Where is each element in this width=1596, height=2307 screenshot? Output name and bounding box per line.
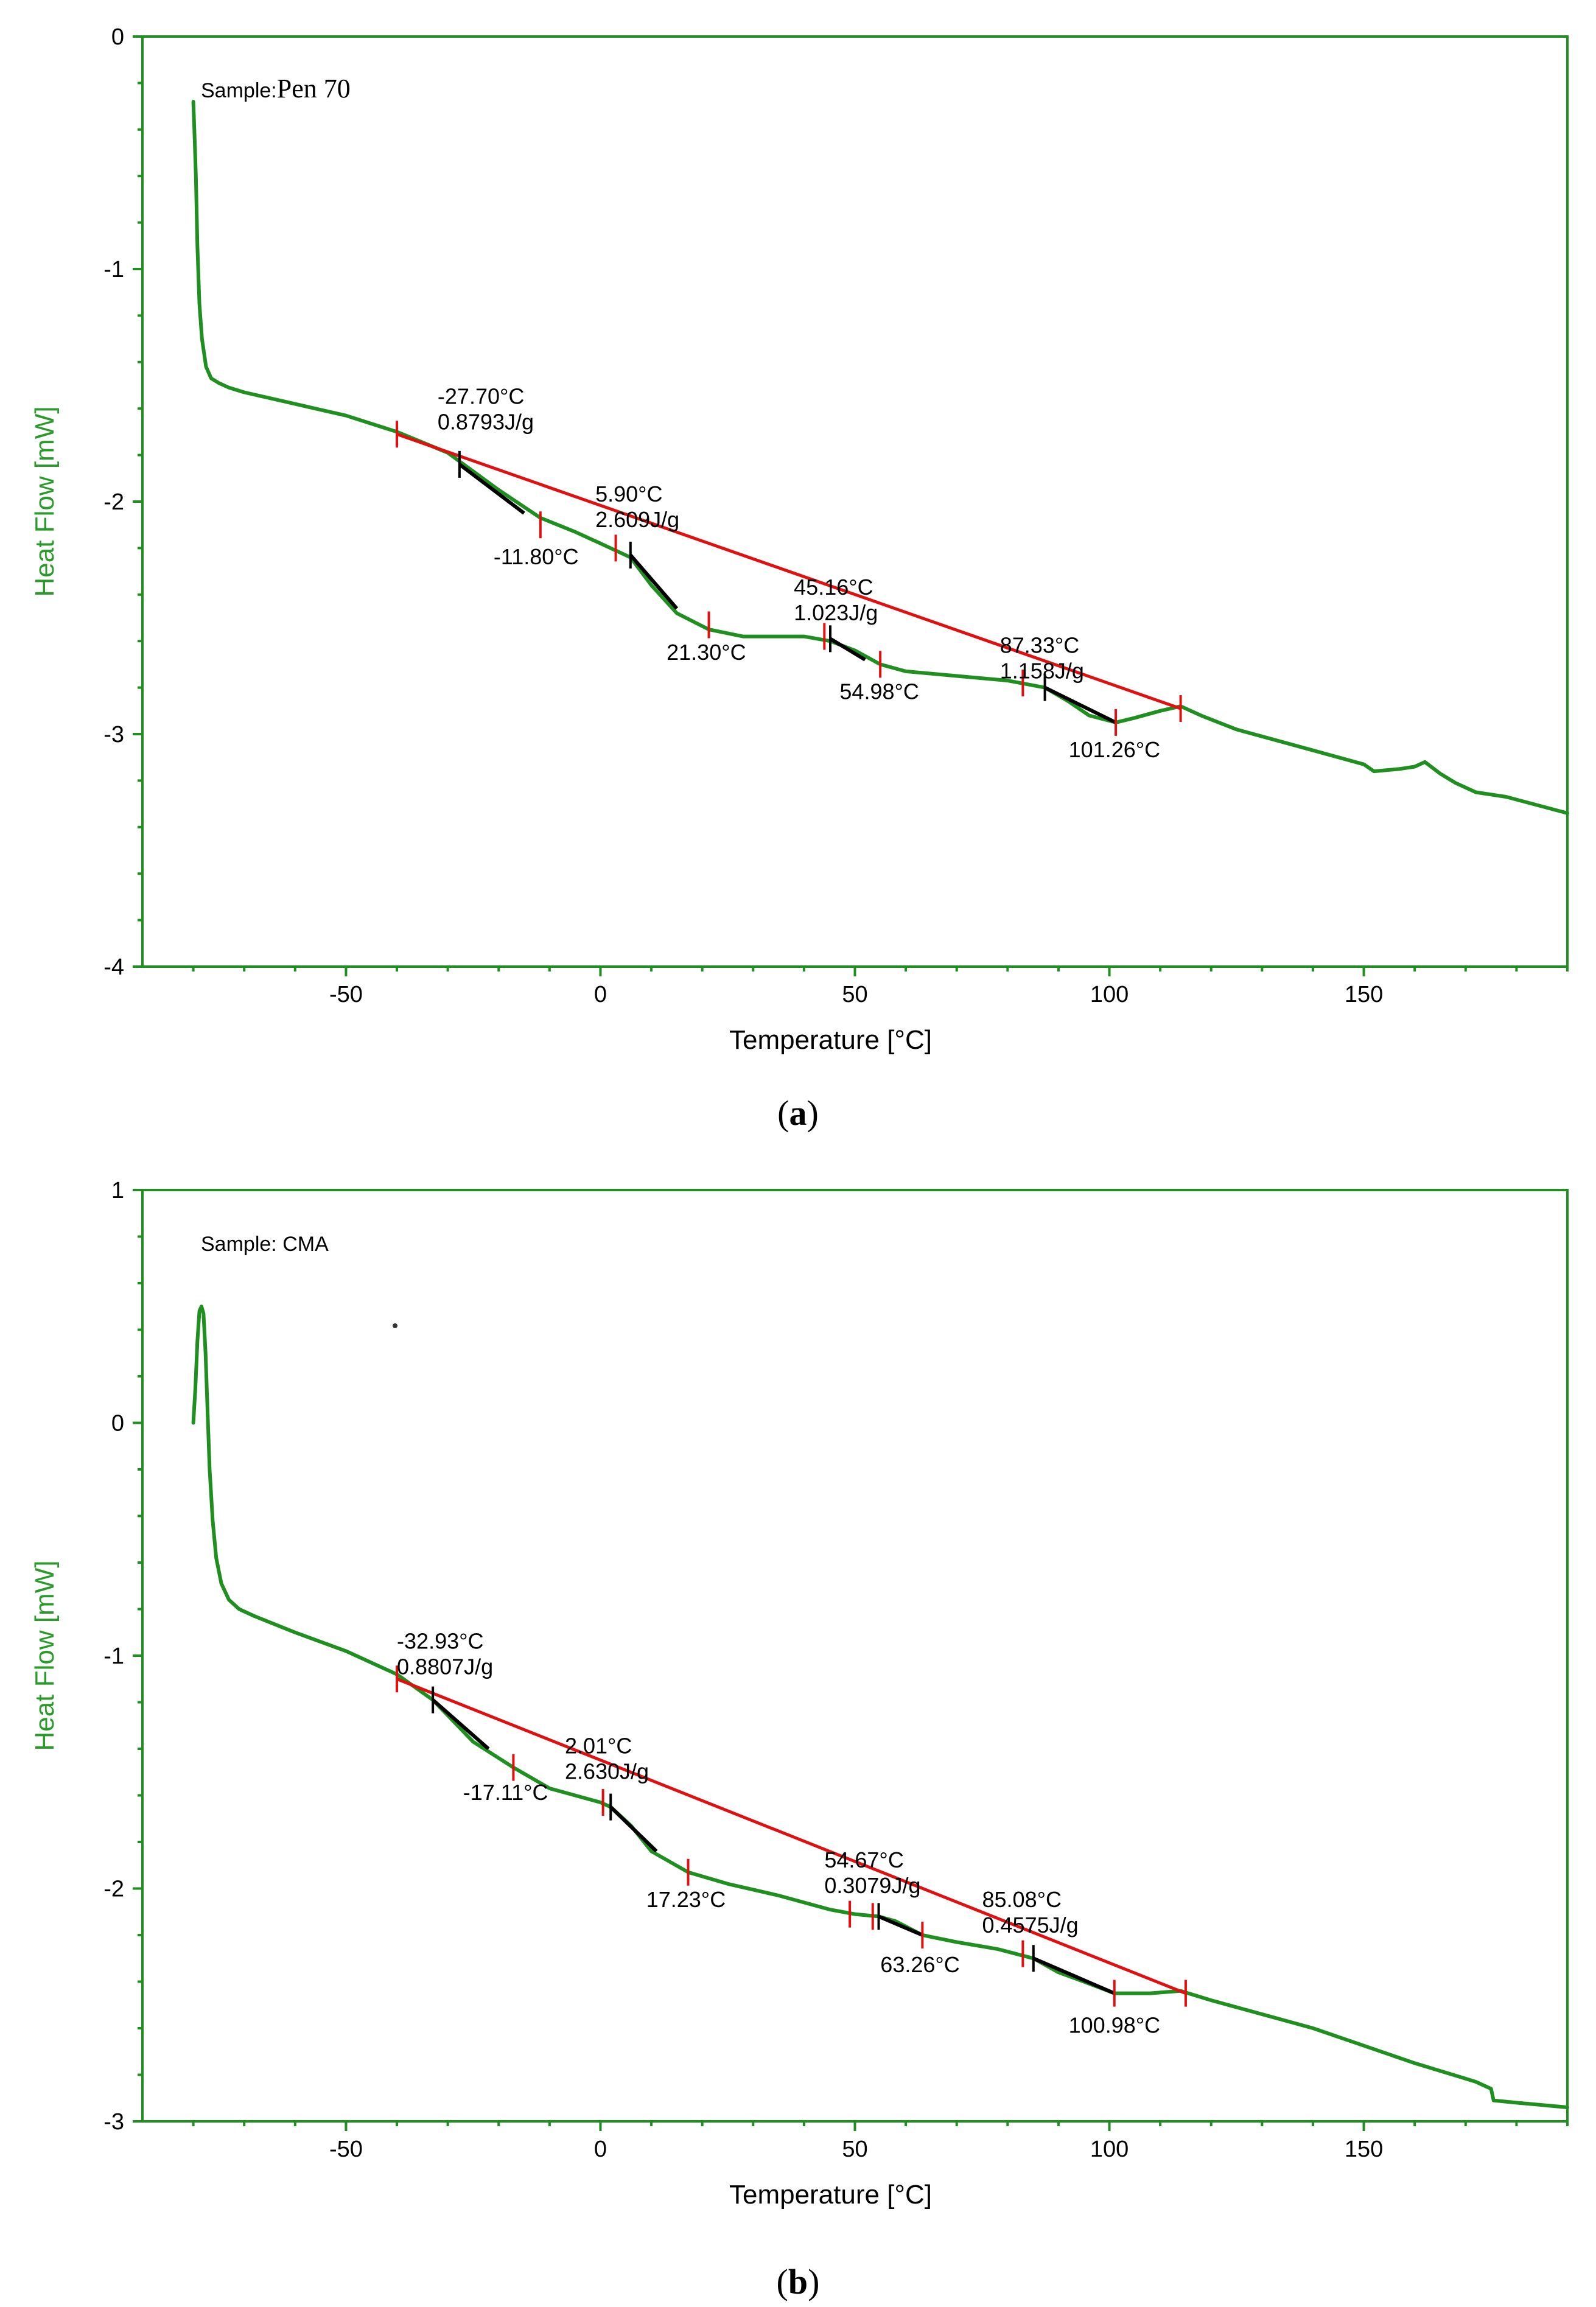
y-axis-title-text: Heat Flow xyxy=(30,469,60,597)
tangent-line xyxy=(1044,685,1117,724)
y-axis-unit: [mW] xyxy=(30,407,60,469)
sample-prefix: Sample: xyxy=(201,79,277,102)
annotation-temp: 100.98°C xyxy=(1069,2013,1161,2038)
annotation-temp: -11.80°C xyxy=(494,544,579,569)
tangent-line xyxy=(878,1914,923,1937)
annotation-enthalpy: 0.8793J/g xyxy=(438,410,534,435)
baseline-line xyxy=(396,1677,1186,1995)
y-axis-title: Heat Flow [mW] xyxy=(30,1561,60,1751)
dsc-chart-b: 1 0 -1 -2 -3 -50 0 50 100 150 Temperature [°C] Heat… xyxy=(30,1178,1569,2210)
panel-label-a: (a) xyxy=(777,1093,819,1133)
x-tick-label: 50 xyxy=(842,982,867,1007)
stray-dot xyxy=(393,1323,397,1328)
tangent-line xyxy=(432,1698,490,1751)
y-tick-label: -4 xyxy=(103,954,124,980)
annotation-temp: 5.90°C xyxy=(595,481,662,506)
annotation-enthalpy: 0.4575J/g xyxy=(982,1913,1079,1938)
tangent-line xyxy=(1032,1956,1115,1995)
y-tick-label: -3 xyxy=(103,2109,124,2135)
x-axis-title: Temperature [°C] xyxy=(729,1025,932,1055)
sample-prefix: Sample: xyxy=(201,1233,282,1256)
tangent-line xyxy=(609,1805,658,1853)
annotation-enthalpy: 1.158J/g xyxy=(1000,658,1084,683)
x-axis-title-text: Temperature xyxy=(729,1025,887,1055)
chart-panel-b: 1 0 -1 -2 -3 -50 0 50 100 150 Temperature [°C] Heat… xyxy=(0,1154,1596,2307)
y-tick-label: 0 xyxy=(111,1411,124,1437)
annotation-temp: 54.67°C xyxy=(824,1847,903,1872)
y-tick-label: -2 xyxy=(103,489,124,515)
x-tick-label: 0 xyxy=(594,982,607,1007)
y-axis-title-group: Heat Flow [mW] xyxy=(30,407,60,597)
y-tick-label: -2 xyxy=(103,1877,124,1902)
annotation-enthalpy: 0.3079J/g xyxy=(824,1873,920,1898)
annotation-temp: 85.08°C xyxy=(982,1887,1062,1912)
annotation-temp: 45.16°C xyxy=(794,575,873,600)
x-tick-label: 100 xyxy=(1090,2137,1129,2162)
annotation-temp: 87.33°C xyxy=(1000,632,1079,657)
y-tick-label: 1 xyxy=(111,1178,124,1203)
annotation-temp: 63.26°C xyxy=(880,1952,959,1977)
heat-flow-curve xyxy=(191,100,1569,815)
heat-flow-curve xyxy=(191,1304,1569,2109)
annotation-enthalpy: 0.8807J/g xyxy=(397,1654,493,1679)
y-tick-label: 0 xyxy=(111,24,124,50)
annotation-temp: 54.98°C xyxy=(839,679,919,704)
x-tick-label: 150 xyxy=(1345,982,1383,1007)
x-tick-label: -50 xyxy=(329,982,363,1007)
y-tick-label: -1 xyxy=(103,257,124,282)
tangent-line xyxy=(829,637,866,662)
annotation-temp: 2.01°C xyxy=(565,1734,632,1759)
annotation-temp: -17.11°C xyxy=(463,1780,548,1805)
dsc-chart-a: 0 -1 -2 -3 -4 -50 0 50 100 150 Temperature [°C] Hea… xyxy=(30,24,1569,1055)
x-tick-label: -50 xyxy=(329,2137,363,2162)
panel-label-b: (b) xyxy=(776,2262,820,2302)
y-axis-title-group: Heat Flow [mW] xyxy=(30,1561,60,1751)
chart-panel-a: 0 -1 -2 -3 -4 -50 0 50 100 150 Temperature [°C] Hea… xyxy=(30,24,1569,1133)
annotation-temp: -27.70°C xyxy=(438,384,524,409)
annotation-temp: 101.26°C xyxy=(1069,737,1161,762)
x-tick-label: 50 xyxy=(842,2137,867,2162)
x-axis-unit: [°C] xyxy=(887,2180,932,2210)
plot-frame xyxy=(141,35,1569,968)
x-axis-unit: [°C] xyxy=(887,1025,932,1055)
x-tick-label: 100 xyxy=(1090,982,1129,1007)
annotation-temp: -32.93°C xyxy=(397,1629,483,1654)
y-tick-label: -3 xyxy=(103,722,124,747)
y-axis-title: Heat Flow [mW] xyxy=(30,407,60,597)
tangent-line xyxy=(458,463,525,515)
x-axis-title: Temperature [°C] xyxy=(729,2180,932,2210)
sample-name: CMA xyxy=(282,1233,329,1256)
annotation-temp: 21.30°C xyxy=(667,640,746,665)
y-tick-label: -1 xyxy=(103,1644,124,1669)
sample-label: Sample: CMA xyxy=(201,1233,329,1256)
sample-name: Pen 70 xyxy=(277,74,351,103)
y-axis-unit: [mW] xyxy=(30,1561,60,1623)
x-tick-label: 0 xyxy=(594,2137,607,2162)
sample-label: Sample:Pen 70 xyxy=(201,74,351,103)
annotation-temp: 17.23°C xyxy=(646,1887,726,1912)
baseline-line xyxy=(396,432,1181,710)
y-axis-title-text: Heat Flow xyxy=(30,1623,60,1751)
annotation-enthalpy: 1.023J/g xyxy=(794,600,878,625)
x-axis-title-text: Temperature xyxy=(729,2180,887,2210)
tangent-line xyxy=(629,553,679,610)
x-tick-label: 150 xyxy=(1345,2137,1383,2162)
annotation-enthalpy: 2.630J/g xyxy=(565,1759,649,1784)
annotation-enthalpy: 2.609J/g xyxy=(595,507,679,532)
